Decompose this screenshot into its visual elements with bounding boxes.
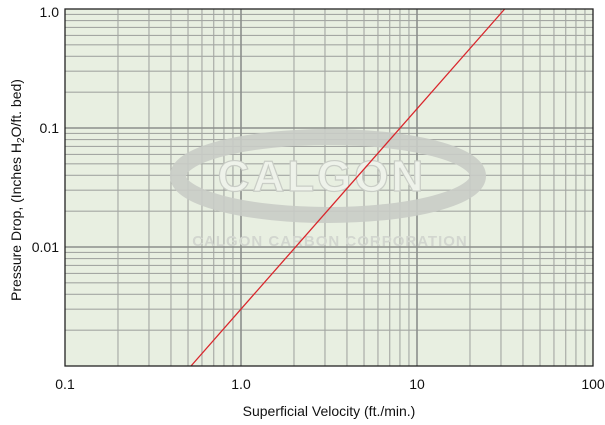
x-tick-labels: 0.1 1.0 10 100 xyxy=(55,376,605,392)
y-axis-title-subscript: 2 xyxy=(16,137,27,143)
y-axis-title-main: Pressure Drop, (Inches H xyxy=(8,143,24,301)
y-axis-title: Pressure Drop, (Inches H2O/ft. bed) xyxy=(8,79,27,301)
watermark-logo-text: CALGON xyxy=(218,152,427,201)
x-axis-title: Superficial Velocity (ft./min.) xyxy=(243,403,416,419)
x-tick-label: 10 xyxy=(409,376,425,392)
major-gridlines xyxy=(65,9,593,366)
plot-area xyxy=(65,9,593,366)
minor-gridlines xyxy=(65,9,593,366)
y-tick-label: 0.01 xyxy=(32,239,59,255)
x-tick-label: 0.1 xyxy=(55,376,75,392)
y-tick-labels: 1.0 0.1 0.01 xyxy=(32,4,59,255)
x-tick-label: 1.0 xyxy=(231,376,251,392)
calgon-watermark: CALGON CALGON CARBON CORPORATION xyxy=(170,129,486,250)
series-line-1 xyxy=(190,8,506,367)
y-tick-label: 1.0 xyxy=(40,4,60,20)
watermark-company-name: CALGON CARBON CORPORATION xyxy=(192,233,468,250)
x-tick-label: 100 xyxy=(581,376,605,392)
series-layer xyxy=(190,8,506,367)
plot-frame xyxy=(64,8,594,367)
y-tick-label: 0.1 xyxy=(40,120,60,136)
y-axis-title-suffix: O/ft. bed) xyxy=(8,79,24,137)
